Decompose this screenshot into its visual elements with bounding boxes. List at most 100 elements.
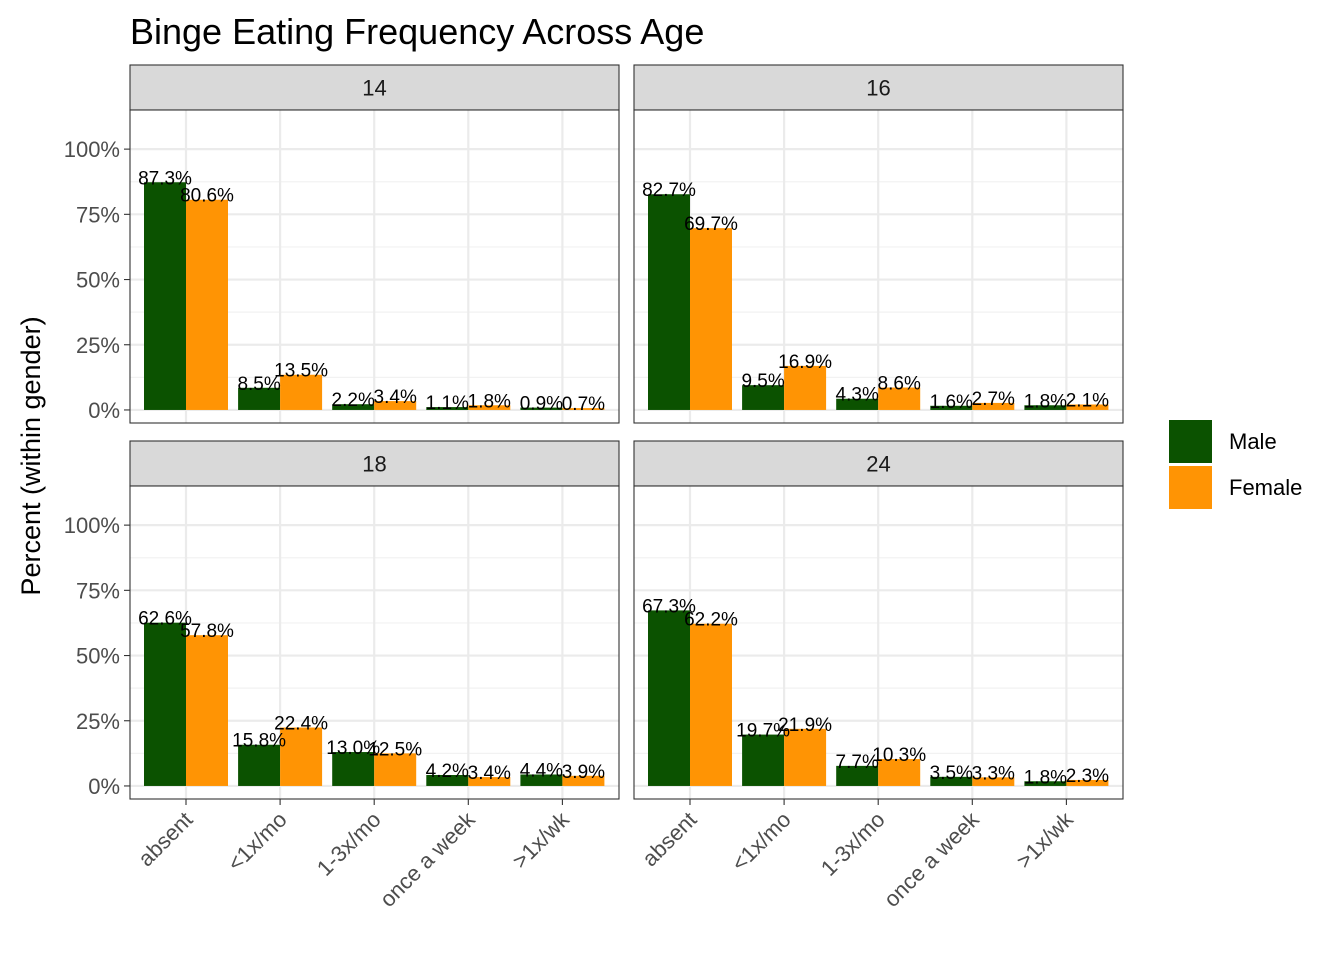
- y-tick-label: 75%: [76, 578, 120, 603]
- facet-strip: [129, 440, 620, 487]
- bar-male: [520, 407, 563, 410]
- y-tick-label: 100%: [64, 513, 120, 538]
- bar-male: [742, 734, 785, 786]
- bar-male: [238, 744, 281, 786]
- bar-male: [648, 194, 690, 410]
- bar-male: [1024, 405, 1067, 410]
- data-label: 3.4%: [468, 763, 511, 784]
- bar-male: [836, 398, 879, 410]
- data-label: 9.5%: [741, 371, 784, 392]
- bar-male: [836, 765, 879, 786]
- bar-female: [468, 405, 511, 410]
- data-label: 4.2%: [426, 761, 469, 782]
- legend-key-male: [1169, 420, 1212, 463]
- y-tick-label: 50%: [76, 644, 120, 669]
- bar-male: [930, 405, 973, 410]
- data-label: 13.0%: [326, 738, 380, 759]
- facet-strip-label: 14: [362, 76, 386, 101]
- facet-panel: 14 87.3% 8.5% 2.2% 1.1% 0.9% 80.6% 13.5% 3.4% 1.8…: [64, 64, 620, 424]
- data-label: 8.6%: [878, 374, 921, 395]
- data-label: 16.9%: [778, 352, 832, 373]
- data-label: 1.6%: [930, 392, 973, 413]
- data-label: 2.1%: [1066, 390, 1109, 411]
- bar-male: [426, 775, 469, 786]
- bar-male: [426, 407, 469, 410]
- data-label: 1.8%: [1024, 391, 1067, 412]
- chart-title: Binge Eating Frequency Across Age: [130, 11, 704, 52]
- facet-strip-label: 18: [362, 452, 386, 477]
- bar-male: [238, 387, 281, 410]
- legend-label: Female: [1229, 475, 1302, 500]
- bar-male: [144, 622, 186, 786]
- y-tick-label: 75%: [76, 202, 120, 227]
- data-label: 67.3%: [642, 596, 696, 617]
- data-label: 8.5%: [237, 374, 280, 395]
- facet-panels: 14 87.3% 8.5% 2.2% 1.1% 0.9% 80.6% 13.5% 3.4% 1.8…: [64, 64, 1124, 912]
- facet-strip-label: 16: [866, 76, 890, 101]
- data-label: 69.7%: [684, 214, 738, 235]
- bar-female: [784, 365, 827, 410]
- data-label: 0.9%: [520, 394, 563, 415]
- bar-male: [930, 776, 973, 786]
- data-label: 3.4%: [374, 387, 417, 408]
- panel-border: [129, 109, 620, 424]
- bar-male: [332, 404, 375, 410]
- facet-strip: [633, 440, 1124, 487]
- y-tick-label: 50%: [76, 268, 120, 293]
- y-tick-label: 25%: [76, 709, 120, 734]
- legend: Male Female: [1169, 420, 1302, 509]
- data-label: 1.1%: [426, 393, 469, 414]
- panel-border: [633, 109, 1124, 424]
- bar-female: [1066, 404, 1109, 410]
- bar-male: [332, 752, 375, 786]
- data-label: 7.7%: [836, 752, 879, 773]
- data-label: 3.9%: [562, 762, 605, 783]
- bar-male: [742, 385, 785, 410]
- bar-female: [878, 759, 921, 786]
- bar-female: [186, 635, 228, 786]
- data-label: 21.9%: [778, 715, 832, 736]
- data-label: 10.3%: [872, 745, 926, 766]
- bar-female: [972, 777, 1015, 786]
- bar-male: [520, 774, 563, 786]
- y-tick-label: 25%: [76, 333, 120, 358]
- facet-panel: 18 62.6% 15.8% 13.0% 4.2% 4.4% 57.8% 22.4% 12.5%…: [64, 440, 620, 912]
- bar-female: [374, 401, 417, 410]
- bar-female: [784, 728, 827, 786]
- bar-female: [1066, 779, 1109, 786]
- legend-label: Male: [1229, 429, 1277, 454]
- facet-strip-label: 24: [866, 452, 890, 477]
- bar-female: [374, 753, 417, 786]
- y-tick-label: 0%: [88, 398, 120, 423]
- data-label: 57.8%: [180, 621, 234, 642]
- data-label: 12.5%: [368, 739, 422, 760]
- y-tick-label: 0%: [88, 774, 120, 799]
- bar-female: [690, 623, 732, 786]
- facet-panel: 16 82.7% 9.5% 4.3% 1.6% 1.8% 69.7% 16.9% 8.6% 2.7…: [633, 64, 1124, 424]
- data-label: 1.8%: [1024, 767, 1067, 788]
- data-label: 3.5%: [930, 763, 973, 784]
- data-label: 82.7%: [642, 180, 696, 201]
- data-label: 1.8%: [468, 391, 511, 412]
- data-label: 19.7%: [736, 721, 790, 742]
- bar-female: [468, 777, 511, 786]
- bar-female: [972, 402, 1015, 410]
- bar-male: [648, 610, 690, 786]
- data-label: 15.8%: [232, 731, 286, 752]
- bar-female: [562, 775, 605, 786]
- bar-male: [1024, 781, 1067, 786]
- bar-female: [280, 374, 323, 410]
- data-label: 4.4%: [520, 760, 563, 781]
- data-label: 0.7%: [562, 394, 605, 415]
- data-label: 4.3%: [836, 385, 879, 406]
- y-axis-title: Percent (within gender): [16, 316, 46, 595]
- bar-female: [878, 387, 921, 410]
- y-tick-label: 100%: [64, 137, 120, 162]
- facet-strip: [129, 64, 620, 111]
- data-label: 2.7%: [972, 389, 1015, 410]
- data-label: 80.6%: [180, 186, 234, 207]
- bar-female: [186, 199, 228, 410]
- data-label: 62.2%: [684, 610, 738, 631]
- bar-female: [690, 228, 732, 410]
